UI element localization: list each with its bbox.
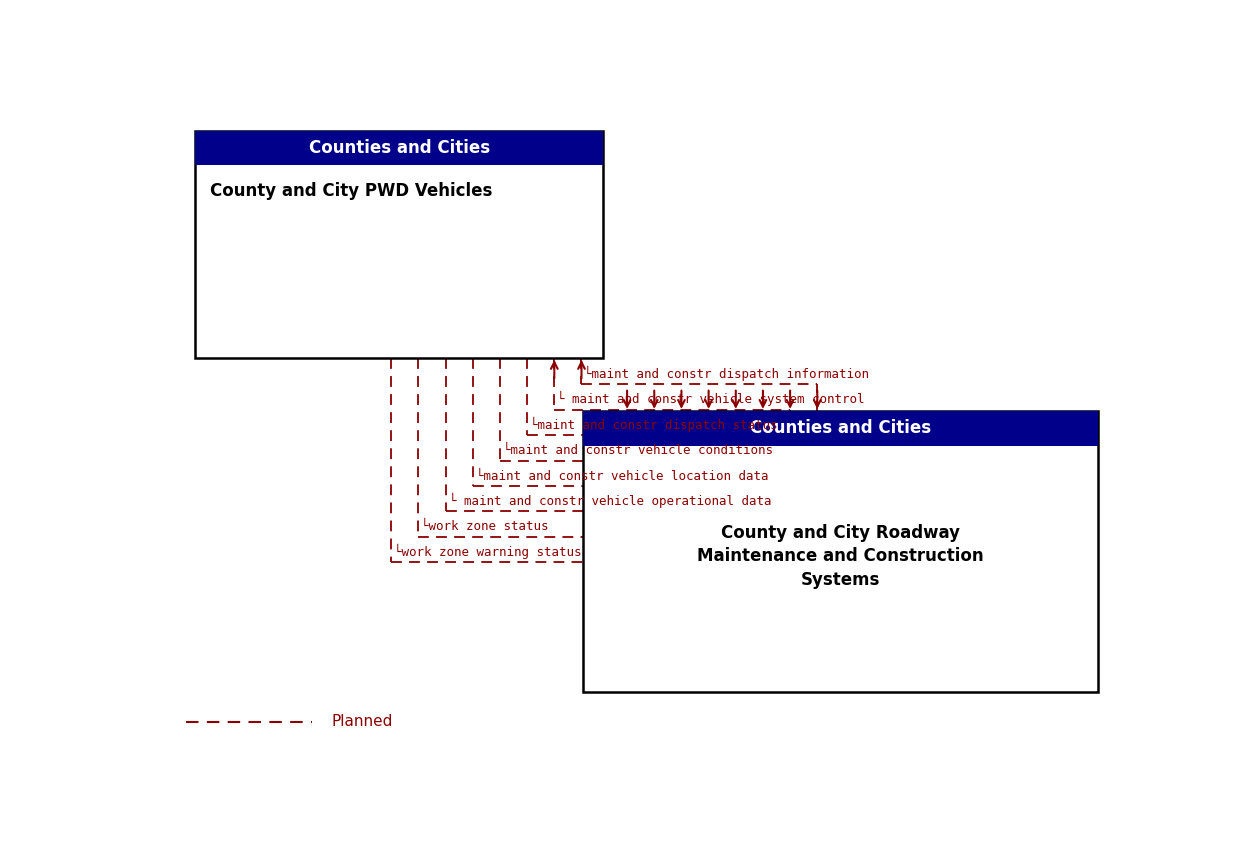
Text: Counties and Cities: Counties and Cities (308, 139, 490, 157)
Text: └maint and constr vehicle conditions: └maint and constr vehicle conditions (503, 444, 772, 457)
Text: └maint and constr dispatch information: └maint and constr dispatch information (585, 366, 869, 381)
Text: └ maint and constr vehicle system control: └ maint and constr vehicle system contro… (557, 391, 865, 407)
Bar (583, 411, 1098, 692)
Text: └maint and constr dispatch status: └maint and constr dispatch status (530, 417, 777, 432)
Text: County and City PWD Vehicles: County and City PWD Vehicles (210, 182, 492, 200)
Text: Counties and Cities: Counties and Cities (750, 420, 931, 438)
Text: County and City Roadway
Maintenance and Construction
Systems: County and City Roadway Maintenance and … (697, 524, 984, 589)
Text: └ maint and constr vehicle operational data: └ maint and constr vehicle operational d… (448, 492, 771, 508)
Text: Planned: Planned (331, 714, 393, 729)
Text: └work zone warning status: └work zone warning status (394, 544, 582, 558)
Bar (583, 411, 1098, 446)
Bar (195, 131, 602, 166)
Text: └maint and constr vehicle location data: └maint and constr vehicle location data (476, 470, 769, 483)
Text: └work zone status: └work zone status (422, 520, 548, 533)
Bar (195, 131, 602, 358)
